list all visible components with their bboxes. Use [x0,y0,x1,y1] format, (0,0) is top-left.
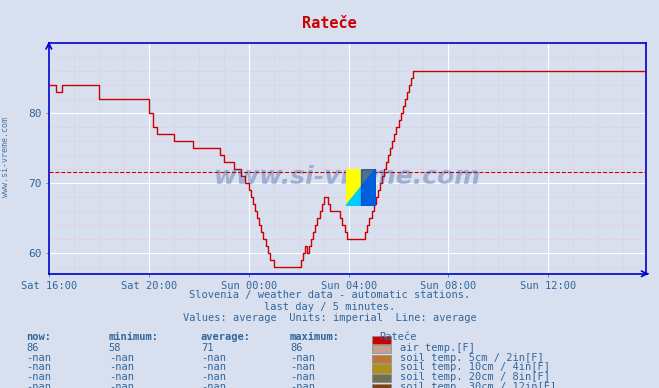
Bar [372,345,391,353]
Polygon shape [361,169,376,206]
Text: Slovenia / weather data - automatic stations.: Slovenia / weather data - automatic stat… [189,290,470,300]
Text: -nan: -nan [290,353,315,363]
Bar [372,383,391,388]
Bar [372,374,391,382]
Polygon shape [346,169,376,206]
Bar [372,336,391,344]
Text: -nan: -nan [201,382,226,388]
Text: -nan: -nan [290,382,315,388]
Text: Rateče: Rateče [302,16,357,31]
Text: soil temp. 5cm / 2in[F]: soil temp. 5cm / 2in[F] [400,353,544,363]
Text: soil temp. 10cm / 4in[F]: soil temp. 10cm / 4in[F] [400,362,550,372]
Text: Values: average  Units: imperial  Line: average: Values: average Units: imperial Line: av… [183,313,476,323]
Text: 86: 86 [290,343,302,353]
Text: -nan: -nan [26,362,51,372]
Text: -nan: -nan [290,372,315,382]
Text: www.si-vreme.com: www.si-vreme.com [1,117,10,197]
Text: soil temp. 20cm / 8in[F]: soil temp. 20cm / 8in[F] [400,372,550,382]
Text: soil temp. 30cm / 12in[F]: soil temp. 30cm / 12in[F] [400,382,556,388]
Text: -nan: -nan [109,372,134,382]
Text: -nan: -nan [201,362,226,372]
Text: minimum:: minimum: [109,332,159,342]
Text: Rateče: Rateče [379,332,416,342]
Text: last day / 5 minutes.: last day / 5 minutes. [264,301,395,312]
Text: average:: average: [201,332,251,342]
Text: www.si-vreme.com: www.si-vreme.com [214,165,481,189]
Text: -nan: -nan [26,353,51,363]
Text: -nan: -nan [26,372,51,382]
Bar [372,355,391,363]
Bar [372,364,391,372]
Text: -nan: -nan [109,382,134,388]
Text: -nan: -nan [201,372,226,382]
Text: -nan: -nan [109,353,134,363]
Polygon shape [346,169,376,206]
Text: 58: 58 [109,343,121,353]
Text: maximum:: maximum: [290,332,340,342]
Text: -nan: -nan [201,353,226,363]
Text: now:: now: [26,332,51,342]
Text: -nan: -nan [26,382,51,388]
Text: -nan: -nan [290,362,315,372]
Text: -nan: -nan [109,362,134,372]
Text: air temp.[F]: air temp.[F] [400,343,475,353]
Text: 86: 86 [26,343,39,353]
Text: 71: 71 [201,343,214,353]
